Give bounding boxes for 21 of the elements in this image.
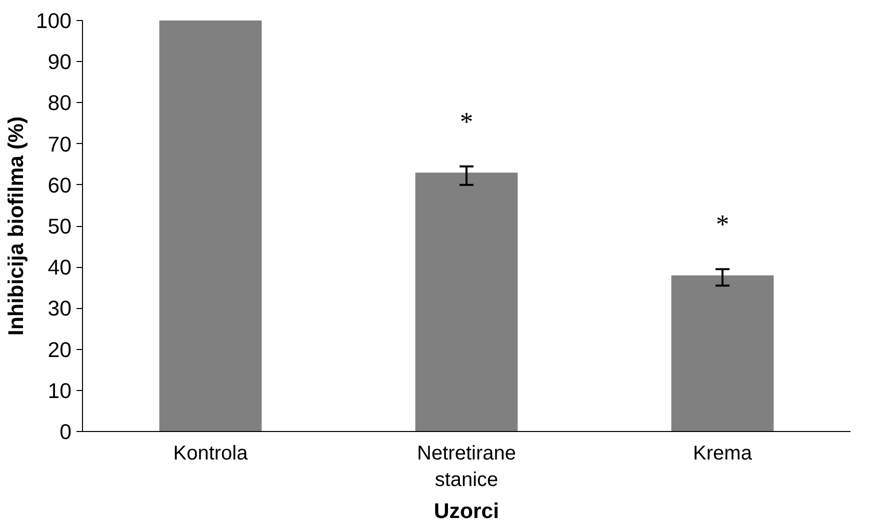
y-tick-label: 80 bbox=[48, 91, 72, 116]
annotation: * bbox=[716, 209, 730, 240]
y-tick-label: 70 bbox=[48, 132, 72, 156]
y-tick-label: 20 bbox=[48, 338, 72, 362]
y-tick-label: 30 bbox=[48, 296, 72, 321]
y-tick-label: 60 bbox=[48, 173, 72, 198]
y-tick-label: 10 bbox=[48, 378, 72, 403]
bar bbox=[671, 275, 774, 432]
x-tick-label: Netretirane stanice bbox=[417, 442, 516, 491]
bar bbox=[415, 172, 518, 432]
x-axis-title: Uzorci bbox=[434, 498, 500, 523]
x-tick-label: Krema bbox=[693, 442, 753, 464]
y-tick-label: 0 bbox=[60, 420, 72, 444]
y-tick-label: 90 bbox=[48, 50, 72, 74]
bar bbox=[159, 20, 262, 432]
y-tick-label: 50 bbox=[48, 214, 72, 238]
y-tick-label: 100 bbox=[36, 9, 72, 33]
x-tick-label: Kontrola bbox=[173, 442, 249, 464]
y-axis-title: Inhibicija biofilma (%) bbox=[4, 116, 28, 336]
y-tick-label: 40 bbox=[48, 256, 72, 280]
annotation: * bbox=[460, 106, 474, 136]
